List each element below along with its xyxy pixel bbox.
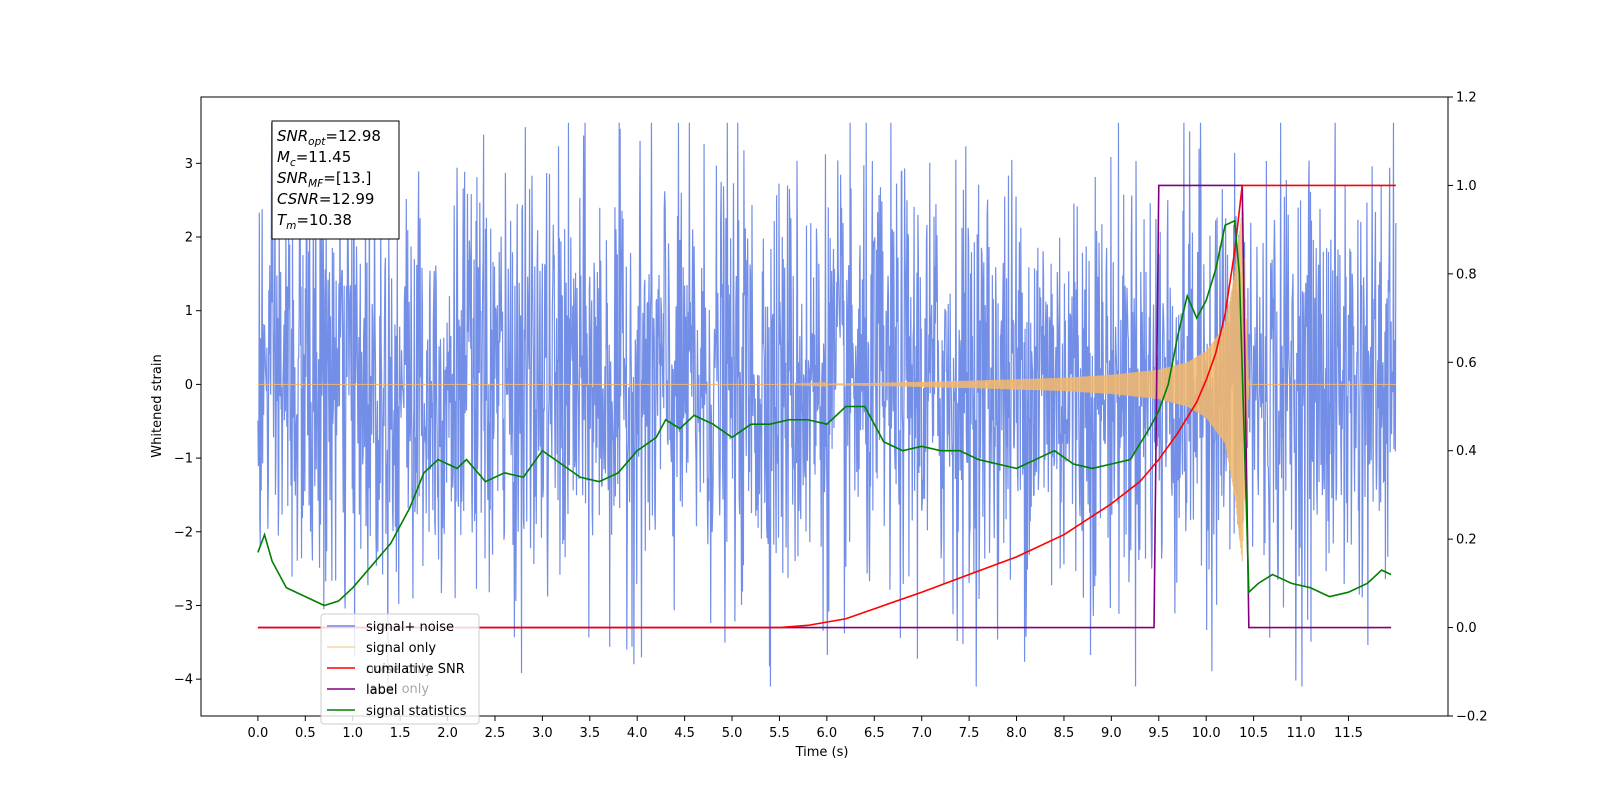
series-label-line	[257, 184, 1392, 629]
y-axis-title: Whitened strain	[150, 354, 165, 457]
x-tick-label: 8.0	[1006, 726, 1027, 741]
series-lines-layer	[257, 184, 1396, 629]
x-tick-label: 10.0	[1192, 726, 1221, 741]
series-signal-statistics-line	[257, 219, 1392, 607]
x-tick-label: 6.5	[864, 726, 885, 741]
legend-ghost-text: label only	[366, 682, 429, 697]
x-tick-label: 7.0	[911, 726, 932, 741]
x-tick-label: 2.0	[437, 726, 458, 741]
plot-frame	[200, 96, 1449, 717]
legend-label: cumilative SNR	[366, 662, 465, 677]
y-tick-label: −1	[174, 452, 193, 467]
y-tick-label: −4	[174, 673, 193, 688]
x-tick-label: 3.5	[579, 726, 600, 741]
x-tick-label: 0.0	[248, 726, 269, 741]
y2-tick-label: 1.2	[1456, 91, 1477, 106]
annotation-line: CSNR=12.99	[277, 190, 374, 208]
annotation-line: SNRMF=[13.]	[277, 169, 371, 190]
x-tick-label: 5.0	[722, 726, 743, 741]
legend-label: label	[366, 683, 397, 698]
y2-tick-label: −0.2	[1456, 710, 1488, 725]
x-tick-label: 0.5	[295, 726, 316, 741]
legend-ghost-text: noise only	[366, 662, 433, 677]
x-axis: 0.0 0.5 1.0 1.5 2.0 2.5 3.0 3.5 4.0 4.5 5.0 5.5 6.0 6…	[248, 716, 1363, 741]
y-tick-label: −3	[174, 599, 193, 614]
x-tick-label: 9.0	[1101, 726, 1122, 741]
legend-frame	[320, 613, 480, 725]
series-cumulative-snr-line	[257, 184, 1396, 629]
annotation-line: Tm=10.38	[277, 211, 352, 232]
x-tick-label: 8.5	[1054, 726, 1075, 741]
y-tick-label: −2	[174, 525, 193, 540]
x-tick-label: 2.5	[485, 726, 506, 741]
x-tick-label: 3.0	[532, 726, 553, 741]
y2-tick-label: 0.0	[1456, 621, 1477, 636]
y2-tick-label: 0.2	[1456, 533, 1477, 548]
annotation-line: Mc=11.45	[277, 148, 351, 169]
series-signal-only-line	[257, 210, 1396, 562]
y2-tick-label: 0.8	[1456, 267, 1477, 282]
annotation-frame	[271, 120, 400, 240]
y2-tick-label: 1.0	[1456, 179, 1477, 194]
x-tick-label: 1.0	[342, 726, 363, 741]
y-axis-left: −4 −3 −2 −1 0 1 2 3	[174, 157, 201, 688]
stats-annotation-box: SNRopt=12.98Mc=11.45SNRMF=[13.]CSNR=12.9…	[271, 120, 400, 240]
series-signal-noise-line	[257, 122, 1397, 687]
x-tick-label: 1.5	[390, 726, 411, 741]
annotation-line: SNRopt=12.98	[277, 127, 381, 148]
legend-label: signal statistics	[366, 704, 467, 719]
legend-label: signal+ noise	[366, 620, 454, 635]
signal-noise-layer	[257, 122, 1397, 687]
x-tick-label: 4.0	[627, 726, 648, 741]
x-tick-label: 7.5	[959, 726, 980, 741]
x-tick-label: 4.5	[674, 726, 695, 741]
y-tick-label: 2	[185, 231, 193, 246]
legend: noise only label only signal+ noise signal …	[320, 613, 480, 725]
x-tick-label: 11.5	[1334, 726, 1363, 741]
y-tick-label: 1	[185, 304, 193, 319]
x-tick-label: 11.0	[1287, 726, 1316, 741]
y-axis-right: −0.2 0.0 0.2 0.4 0.6 0.8 1.0 1.2	[1448, 91, 1488, 725]
y-tick-label: 3	[185, 157, 193, 172]
x-tick-label: 9.5	[1148, 726, 1169, 741]
y2-tick-label: 0.6	[1456, 356, 1477, 371]
y2-tick-label: 0.4	[1456, 444, 1477, 459]
x-tick-label: 6.0	[817, 726, 838, 741]
x-tick-label: 5.5	[769, 726, 790, 741]
legend-label: signal only	[366, 641, 436, 656]
x-axis-title: Time (s)	[795, 745, 849, 760]
y-tick-label: 0	[185, 378, 193, 393]
signal-only-layer	[257, 210, 1396, 562]
x-tick-label: 10.5	[1239, 726, 1268, 741]
